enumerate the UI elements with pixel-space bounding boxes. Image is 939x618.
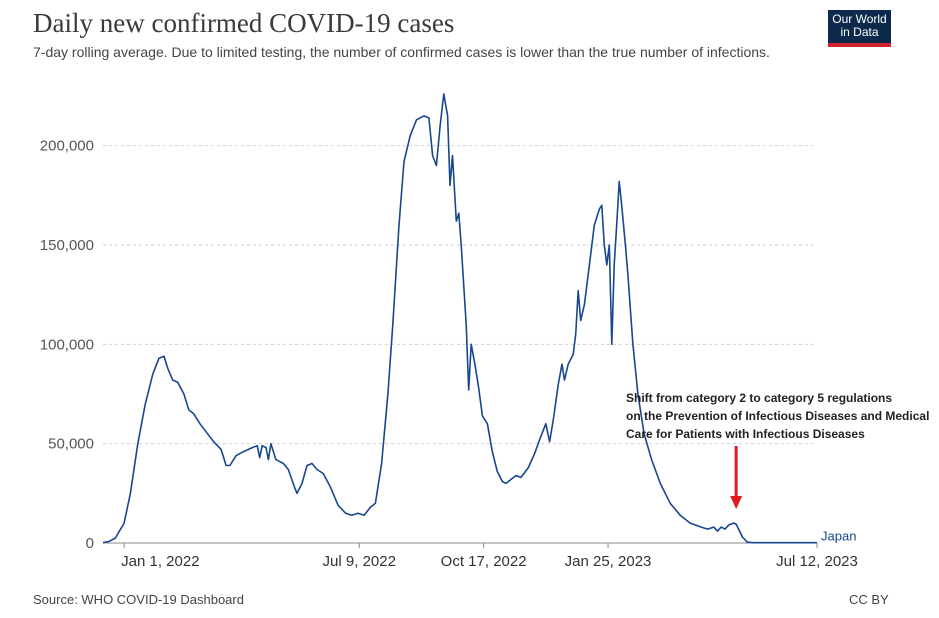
y-tick-label: 0	[86, 535, 94, 552]
license-label[interactable]: CC BY	[849, 592, 889, 607]
annotation-line-1: Shift from category 2 to category 5 regu…	[626, 391, 893, 405]
arrow-head	[730, 496, 743, 509]
owid-logo[interactable]: Our World in Data	[828, 10, 891, 47]
chart-subtitle: 7-day rolling average. Due to limited te…	[33, 44, 770, 60]
y-tick-label: 150,000	[40, 237, 94, 254]
y-tick-label: 50,000	[48, 436, 94, 453]
annotation-arrow	[730, 446, 743, 509]
logo-line-2: in Data	[840, 25, 879, 39]
x-tick-label: Jul 12, 2023	[776, 553, 858, 570]
x-tick-label: Oct 17, 2022	[441, 553, 527, 570]
x-tick-label: Jan 1, 2022	[121, 553, 199, 570]
logo-line-1: Our World	[832, 12, 887, 26]
source-note[interactable]: Source: WHO COVID-19 Dashboard	[33, 592, 244, 607]
y-axis-ticks: 0 50,000 100,000 150,000 200,000	[40, 138, 94, 552]
annotation-text: Shift from category 2 to category 5 regu…	[626, 389, 936, 443]
chart-title: Daily new confirmed COVID-19 cases	[33, 8, 455, 38]
x-tick-label: Jul 9, 2022	[323, 553, 396, 570]
annotation-line-3: Care for Patients with Infectious Diseas…	[626, 427, 865, 441]
y-tick-label: 100,000	[40, 336, 94, 353]
annotation-line-2: on the Prevention of Infectious Diseases…	[626, 409, 930, 423]
x-axis-ticks: Jan 1, 2022 Jul 9, 2022 Oct 17, 2022 Jan 25…	[121, 543, 858, 570]
y-tick-label: 200,000	[40, 138, 94, 155]
grid-lines	[103, 145, 817, 544]
x-tick-label: Jan 25, 2023	[565, 553, 652, 570]
series-label-japan: Japan	[821, 529, 856, 544]
series-line-japan[interactable]	[102, 93, 817, 544]
